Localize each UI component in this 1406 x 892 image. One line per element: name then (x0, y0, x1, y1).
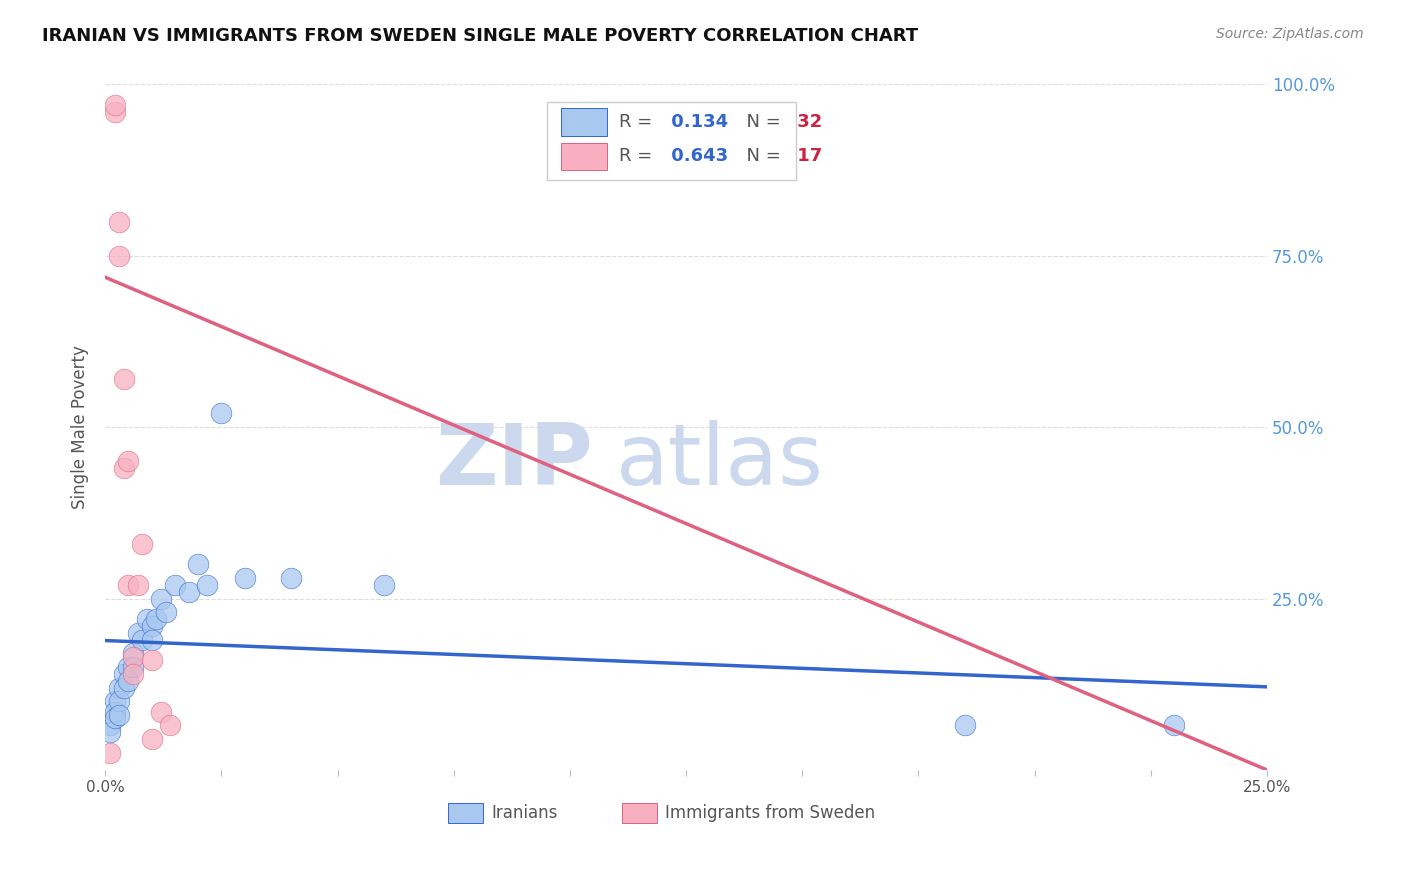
Text: R =: R = (619, 113, 658, 131)
Point (953, 718, 976, 732)
Point (98, 746, 121, 760)
FancyBboxPatch shape (561, 143, 607, 170)
Text: N =: N = (735, 147, 786, 165)
Point (112, 667, 135, 681)
Point (136, 612, 159, 626)
Point (117, 673, 139, 688)
Text: 0.643: 0.643 (665, 147, 728, 165)
Text: R =: R = (619, 147, 658, 165)
Point (103, 694, 125, 708)
FancyBboxPatch shape (449, 803, 482, 823)
Point (131, 632, 153, 647)
Text: 17: 17 (790, 147, 823, 165)
Point (141, 732, 163, 747)
Point (141, 653, 163, 667)
Text: 0.134: 0.134 (665, 113, 728, 131)
Point (103, 711, 125, 725)
Point (122, 649, 145, 664)
Point (108, 694, 131, 708)
Text: Iranians: Iranians (491, 804, 557, 822)
Text: Immigrants from Sweden: Immigrants from Sweden (665, 804, 876, 822)
Text: Source: ZipAtlas.com: Source: ZipAtlas.com (1216, 27, 1364, 41)
Point (233, 571, 256, 585)
Point (117, 578, 139, 592)
FancyBboxPatch shape (561, 109, 607, 136)
Point (98, 725, 121, 739)
Text: ZIP: ZIP (436, 420, 593, 503)
Point (122, 667, 145, 681)
Text: N =: N = (735, 113, 786, 131)
Point (103, 104, 125, 119)
Point (149, 591, 172, 606)
FancyBboxPatch shape (547, 102, 796, 180)
Point (280, 571, 302, 585)
Point (149, 705, 172, 719)
Text: 32: 32 (790, 113, 823, 131)
Point (141, 619, 163, 633)
Point (108, 214, 131, 228)
Point (155, 605, 177, 619)
Point (108, 249, 131, 263)
Point (145, 612, 167, 626)
FancyBboxPatch shape (623, 803, 657, 823)
Text: atlas: atlas (616, 420, 824, 503)
Point (122, 660, 145, 674)
Point (112, 461, 135, 475)
Point (108, 708, 131, 723)
Point (163, 578, 186, 592)
Point (127, 578, 149, 592)
Text: IRANIAN VS IMMIGRANTS FROM SWEDEN SINGLE MALE POVERTY CORRELATION CHART: IRANIAN VS IMMIGRANTS FROM SWEDEN SINGLE… (42, 27, 918, 45)
Point (112, 372, 135, 386)
Point (103, 98, 125, 112)
Point (141, 632, 163, 647)
Point (117, 454, 139, 468)
Point (187, 558, 209, 572)
Point (117, 660, 139, 674)
Point (103, 705, 125, 719)
Point (131, 537, 153, 551)
Point (197, 578, 219, 592)
Point (209, 407, 232, 421)
Point (177, 584, 200, 599)
Point (122, 646, 145, 660)
Point (127, 625, 149, 640)
Point (159, 718, 181, 732)
Y-axis label: Single Male Poverty: Single Male Poverty (72, 345, 89, 509)
Point (373, 578, 395, 592)
Point (1163, 718, 1185, 732)
Point (108, 681, 131, 695)
Point (112, 681, 135, 695)
Point (98, 718, 121, 732)
